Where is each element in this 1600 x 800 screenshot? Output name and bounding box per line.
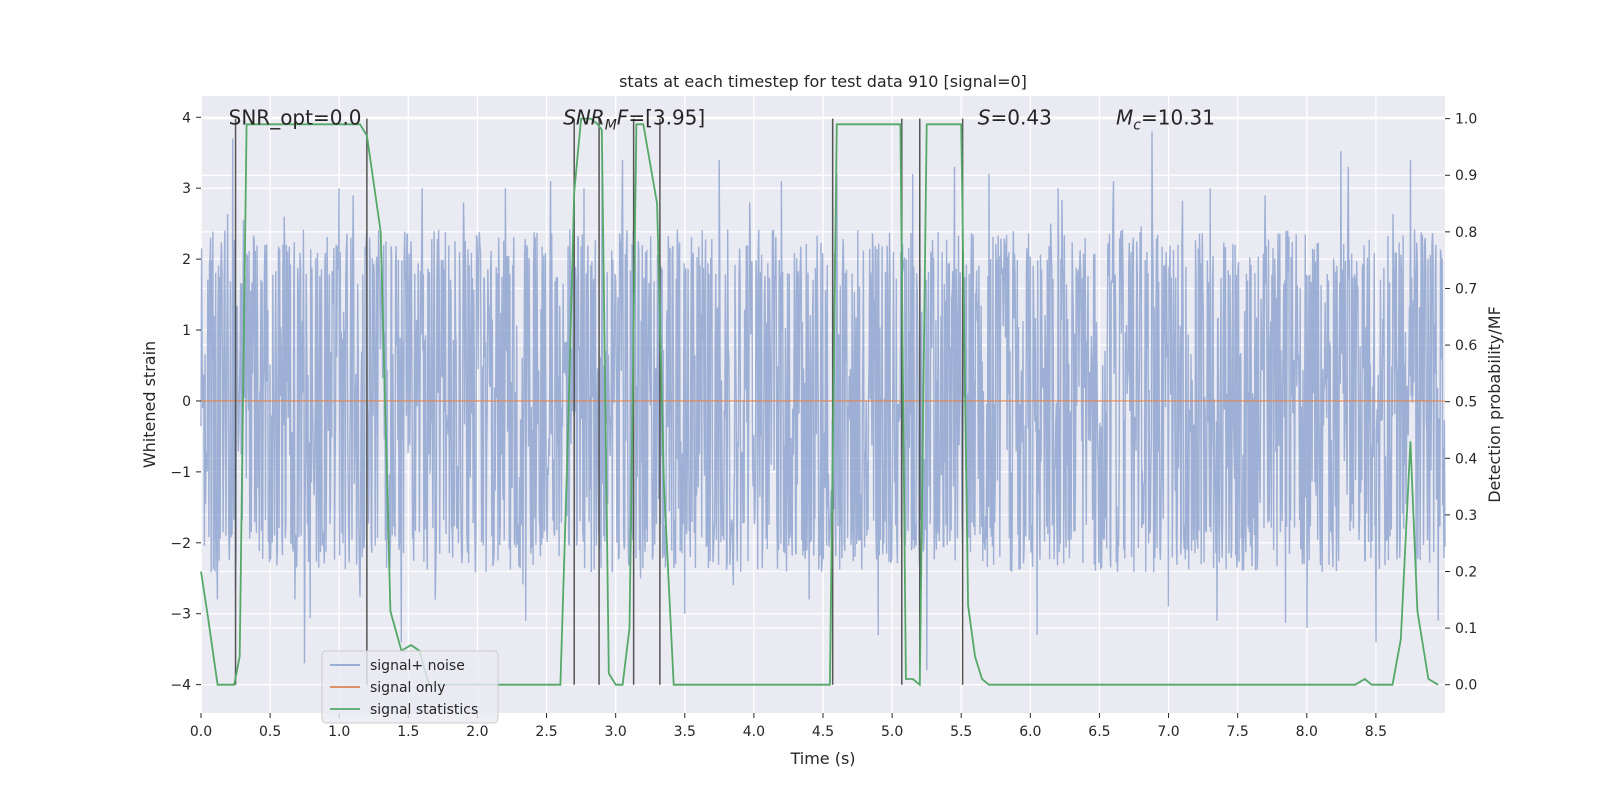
y-axis-ticks-left: −4 −3 −2 −1 0 1 2 3 4 (170, 110, 201, 694)
x-tick-label: 4.0 (743, 724, 765, 740)
annotation-main: S (978, 105, 991, 129)
y-right-tick-label: 0.8 (1455, 225, 1477, 241)
y-axis-label-left: Whitened strain (140, 341, 159, 468)
annotation-tail-value: =10.31 (1141, 105, 1215, 129)
signal-noise-series (200, 131, 1446, 671)
y-tick-label: −3 (170, 607, 191, 623)
y-right-tick-label: 0.5 (1455, 395, 1477, 411)
x-tick-label: 8.0 (1296, 724, 1318, 740)
y-right-tick-label: 0.6 (1455, 338, 1477, 354)
y-axis-ticks-right: 0.0 0.1 0.2 0.3 0.4 0.5 0.6 0.7 0.8 0.9 1.0 (1445, 112, 1477, 694)
y-right-tick-label: 0.2 (1455, 564, 1477, 580)
annotation-tail-value: =[3.95] (628, 105, 705, 129)
x-tick-label: 6.0 (1019, 724, 1041, 740)
x-axis-label: Time (s) (789, 749, 855, 768)
y-right-tick-label: 1.0 (1455, 112, 1477, 128)
x-tick-label: 3.0 (605, 724, 627, 740)
annotation: S=0.43 (978, 105, 1052, 129)
y-right-tick-label: 0.9 (1455, 168, 1477, 184)
x-tick-label: 7.5 (1227, 724, 1249, 740)
x-tick-label: 1.0 (328, 724, 350, 740)
annotation-tail-value: =0.43 (991, 105, 1052, 129)
annotation-main: SNR (563, 105, 605, 129)
x-tick-label: 3.5 (674, 724, 696, 740)
legend-label: signal statistics (370, 702, 478, 718)
y-axis-label-right: Detection probability/MF (1485, 306, 1504, 503)
annotation-subscript: M (605, 117, 617, 133)
signal-statistics-line (200, 117, 1439, 687)
annotation: SNR_opt=0.0 (229, 105, 362, 129)
x-tick-label: 7.0 (1157, 724, 1179, 740)
chart-title: stats at each timestep for test data 910… (619, 72, 1027, 91)
legend-box (321, 650, 499, 724)
annotation-subscript: c (1133, 117, 1141, 133)
y-tick-label: 0 (182, 394, 191, 410)
y-tick-label: 4 (182, 110, 191, 126)
annotation: SNRMF=[3.95] (563, 105, 705, 133)
y-tick-label: 3 (182, 181, 191, 197)
annotation-main: SNR_opt=0.0 (229, 105, 362, 129)
x-tick-label: 2.5 (535, 724, 557, 740)
y-right-tick-label: 0.4 (1455, 451, 1477, 467)
y-tick-label: −1 (170, 465, 191, 481)
x-tick-label: 4.5 (812, 724, 834, 740)
annotations: SNR_opt=0.0 SNRMF=[3.95] S=0.43 Mc=10.31 (229, 105, 1215, 133)
y-tick-label: −2 (170, 536, 191, 552)
y-right-tick-label: 0.0 (1455, 678, 1477, 694)
annotation-tail-italic: F (617, 105, 629, 129)
x-tick-label: 2.0 (466, 724, 488, 740)
signal-noise-line (200, 131, 1446, 671)
annotation-main: M (1116, 105, 1133, 129)
y-tick-label: 1 (182, 323, 191, 339)
x-tick-label: 5.5 (950, 724, 972, 740)
x-tick-label: 5.0 (881, 724, 903, 740)
x-tick-label: 8.5 (1365, 724, 1387, 740)
x-tick-label: 6.5 (1088, 724, 1110, 740)
legend-label: signal only (370, 680, 445, 696)
annotation: Mc=10.31 (1116, 105, 1215, 133)
y-tick-label: −4 (170, 678, 191, 694)
marker-lines (234, 118, 964, 685)
legend: signal+ noise signal only signal statistic… (321, 650, 499, 724)
signal-statistics-series (200, 117, 1439, 687)
x-axis-ticks: 0.0 0.5 1.0 1.5 2.0 2.5 3.0 3.5 4.0 4.5 5.0 5.5 6.0 6… (190, 713, 1387, 740)
legend-label: signal+ noise (370, 658, 465, 674)
x-tick-label: 0.0 (190, 724, 212, 740)
y-right-tick-label: 0.7 (1455, 281, 1477, 297)
x-tick-label: 1.5 (397, 724, 419, 740)
x-tick-label: 0.5 (259, 724, 281, 740)
y-tick-label: 2 (182, 252, 191, 268)
y-right-tick-label: 0.1 (1455, 621, 1477, 637)
y-right-tick-label: 0.3 (1455, 508, 1477, 524)
